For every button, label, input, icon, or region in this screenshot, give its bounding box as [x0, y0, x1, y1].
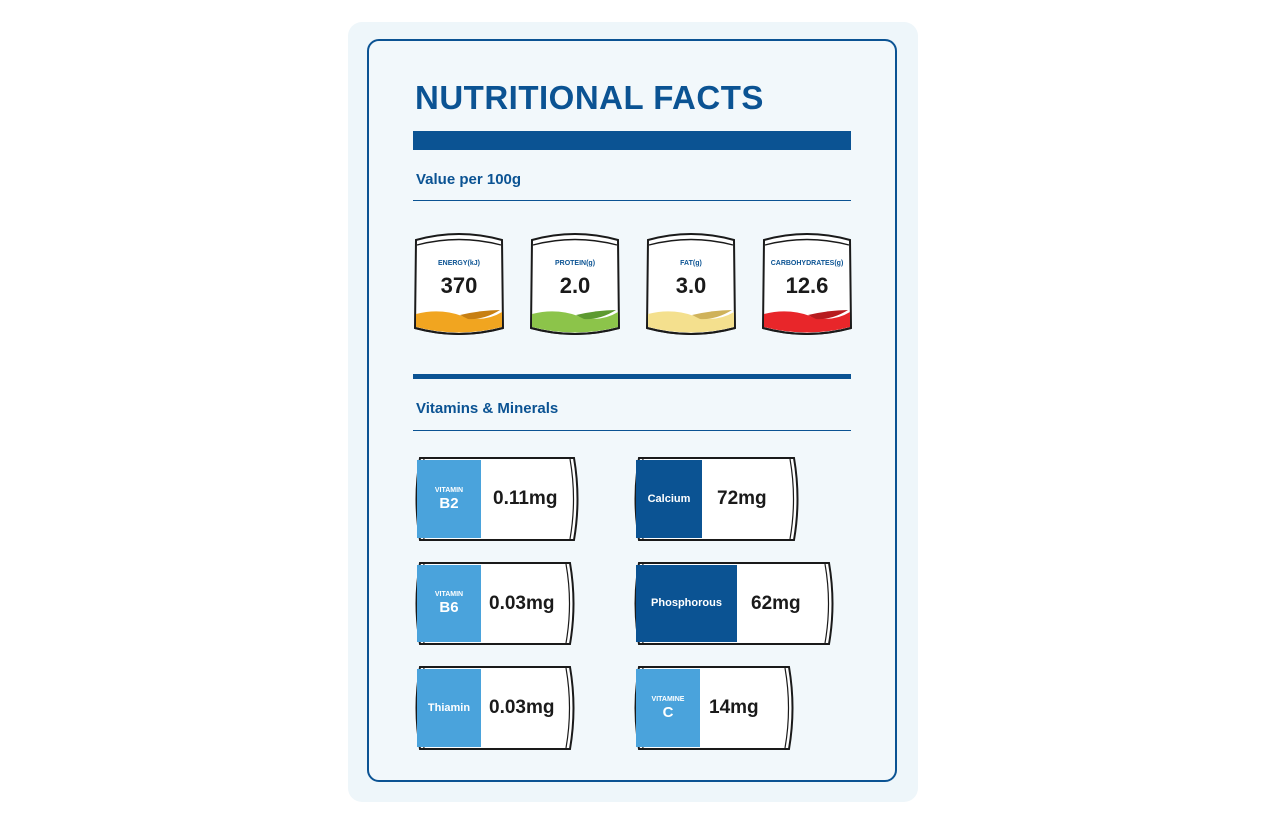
- macro-energy: ENERGY(kJ) 370: [412, 230, 506, 338]
- macro-label: CARBOHYDRATES(g): [770, 260, 844, 267]
- vitamin-amount: 14mg: [709, 697, 759, 718]
- can-graphic: [761, 233, 853, 335]
- vitamins-heading: Vitamins & Minerals: [416, 400, 559, 417]
- mineral-amount: 72mg: [717, 488, 767, 509]
- macros-rule: [413, 200, 851, 201]
- section-divider: [413, 374, 851, 379]
- macro-value: 370: [440, 273, 478, 298]
- macro-label: PROTEIN(g): [554, 260, 596, 267]
- macro-value: 2.0: [559, 273, 591, 298]
- vitamin-prefix: VITAMIN: [434, 486, 464, 494]
- mineral-name: Phosphorous: [651, 597, 722, 609]
- vitamin-prefix: VITAMINE: [651, 695, 685, 703]
- mineral-tag: Phosphorous: [636, 565, 737, 642]
- nutrition-panel: [367, 39, 897, 782]
- vitamin-prefix: VITAMIN: [434, 591, 464, 598]
- macro-carbohydrates: CARBOHYDRATES(g) 12.6: [760, 230, 854, 338]
- vitamins-rule: [413, 430, 851, 431]
- mineral-tag: Calcium: [636, 460, 702, 538]
- macro-fat: FAT(g) 3.0: [644, 230, 738, 338]
- mineral-phosphorous: Phosphorous 62mg: [631, 561, 837, 646]
- vitamin-b6: VITAMIN B6 0.03mg: [412, 561, 578, 646]
- vitamin-name: C: [662, 703, 674, 721]
- vitamin-name: B2: [439, 494, 459, 512]
- page-title: NUTRITIONAL FACTS: [415, 79, 764, 116]
- vitamin-amount: 0.03mg: [489, 592, 555, 614]
- can-graphic: [413, 233, 505, 335]
- vitamin-tag: VITAMIN B6: [417, 565, 481, 642]
- capsule-outline: [634, 666, 794, 750]
- vitamin-tag: Thiamin: [417, 669, 481, 747]
- macro-value: 3.0: [675, 273, 707, 298]
- can-graphic: [529, 233, 621, 335]
- capsule-outline: [634, 562, 834, 645]
- vitamin-name: Thiamin: [427, 701, 471, 714]
- vitamin-tag: VITAMIN B2: [417, 460, 481, 538]
- vitamin-c: VITAMINE C 14mg: [631, 665, 797, 751]
- macro-value: 12.6: [785, 273, 829, 298]
- macro-label: FAT(g): [680, 260, 702, 267]
- vitamin-tag: VITAMINE C: [636, 669, 700, 747]
- macro-protein: PROTEIN(g) 2.0: [528, 230, 622, 338]
- macros-heading: Value per 100g: [416, 171, 522, 188]
- capsule-outline: [634, 457, 799, 541]
- vitamin-amount: 0.03mg: [489, 697, 555, 718]
- mineral-amount: 62mg: [751, 592, 801, 614]
- capsule-outline: [415, 562, 575, 645]
- can-graphic: [645, 233, 737, 335]
- vitamin-name: B6: [439, 599, 459, 616]
- title-divider: [413, 131, 851, 150]
- capsule-outline: [415, 457, 579, 541]
- mineral-name: Calcium: [647, 492, 691, 505]
- macro-label: ENERGY(kJ): [437, 260, 480, 267]
- capsule-outline: [415, 666, 575, 750]
- mineral-calcium: Calcium 72mg: [631, 456, 802, 542]
- vitamin-thiamin: Thiamin 0.03mg: [412, 665, 578, 751]
- vitamin-amount: 0.11mg: [493, 488, 558, 509]
- vitamin-b2: VITAMIN B2 0.11mg: [412, 456, 582, 542]
